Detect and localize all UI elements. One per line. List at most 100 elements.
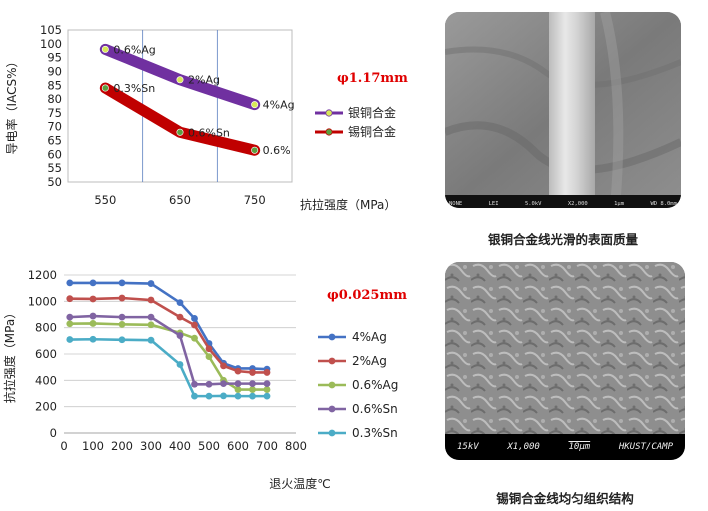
chart1-xtick-label: 650 xyxy=(169,193,191,207)
chart2-data-point xyxy=(147,321,155,329)
chart1-ytick-label: 55 xyxy=(47,161,62,175)
sem-caption-bottom: 锡铜合金线均匀组织结构 xyxy=(496,491,634,506)
chart2-data-point xyxy=(263,369,271,376)
chart2-legend-label: 4%Ag xyxy=(352,330,387,344)
chart2-xtick-label: 300 xyxy=(140,439,162,453)
chart2-data-point xyxy=(118,336,126,344)
chart2-data-point xyxy=(176,313,184,321)
chart2-xtick-label: 400 xyxy=(169,439,191,453)
chart2-data-point xyxy=(234,367,242,375)
chart2-legend-marker xyxy=(328,429,336,437)
chart2-data-point xyxy=(234,380,242,388)
chart1-legend-marker xyxy=(325,128,333,136)
chart2-data-point xyxy=(205,353,213,361)
chart1-data-point xyxy=(251,146,259,154)
chart2-xtick-label: 700 xyxy=(256,439,278,453)
chart2-data-point xyxy=(249,380,256,388)
chart2-data-point xyxy=(220,380,227,388)
sem-info-item: 1μm xyxy=(614,201,625,207)
chart2-xtick-label: 100 xyxy=(82,439,104,453)
chart2-data-point xyxy=(89,279,97,287)
chart2-ytick-label: 400 xyxy=(35,373,57,387)
chart2-data-point xyxy=(176,332,184,339)
chart2-annotation: φ0.025mm xyxy=(327,288,407,303)
chart1-ytick-label: 70 xyxy=(47,120,62,134)
chart2-data-point xyxy=(89,320,97,327)
chart2-series-line xyxy=(69,322,267,391)
chart2-xtick-label: 0 xyxy=(60,439,67,453)
sem-info-item: X2,000 xyxy=(567,201,588,207)
chart1-ytick-label: 90 xyxy=(47,64,62,78)
chart1-annotation: φ1.17mm xyxy=(337,71,408,86)
chart2-legend-label: 0.6%Sn xyxy=(352,402,398,416)
chart2-data-point xyxy=(191,392,198,400)
chart1-ytick-label: 100 xyxy=(40,37,62,51)
chart2-data-point xyxy=(249,369,256,376)
chart1-ytick-label: 75 xyxy=(47,106,62,120)
chart2-legend-marker xyxy=(328,333,336,341)
chart2-data-point xyxy=(176,361,184,368)
chart2-xlabel: 退火温度℃ xyxy=(269,476,330,491)
chart1-legend-label: 银铜合金 xyxy=(348,105,396,120)
chart1-data-point xyxy=(101,84,109,92)
chart1-data-point xyxy=(176,128,184,136)
chart2-ytick-label: 0 xyxy=(50,426,57,440)
chart2-data-point xyxy=(147,296,155,304)
chart2-legend-marker xyxy=(328,381,336,389)
chart1-ytick-label: 50 xyxy=(47,175,62,189)
chart2-data-point xyxy=(176,299,184,307)
chart2-legend-label: 0.6%Ag xyxy=(352,378,398,392)
chart2-data-point xyxy=(66,320,74,328)
chart2-data-point xyxy=(118,320,126,328)
chart1-data-point xyxy=(101,45,109,53)
strength-vs-annealing-chart: 0 200 400 600 800 1000 1200 0 100 200 300 400 500 60… xyxy=(2,268,407,491)
chart1-data-point xyxy=(251,101,259,109)
chart2-data-point xyxy=(263,386,271,393)
chart1-data-point xyxy=(176,76,184,84)
sem-info-item: X1,000 xyxy=(507,442,540,452)
chart1-point-label: 0.6%Ag xyxy=(113,43,155,56)
sem-caption-top: 银铜合金线光滑的表面质量 xyxy=(487,232,638,247)
sem-info-item: LEI xyxy=(488,201,499,207)
chart2-data-point xyxy=(220,392,227,400)
sem-image-bottom: 15kV X1,000 10μm HKUST/CAMP xyxy=(445,262,685,460)
chart2-data-point xyxy=(89,335,97,343)
chart2-legend-marker xyxy=(328,405,336,413)
chart2-data-point xyxy=(205,392,213,400)
chart2-data-point xyxy=(220,362,227,370)
chart1-ytick-label: 95 xyxy=(47,51,62,65)
chart2-data-point xyxy=(191,334,198,342)
chart2-data-point xyxy=(118,313,126,321)
chart1-point-label: 4%Ag xyxy=(263,99,295,112)
chart2-data-point xyxy=(205,345,213,353)
chart1-xtick-label: 550 xyxy=(94,193,116,207)
chart2-legend-label: 0.3%Sn xyxy=(352,426,398,440)
chart2-ytick-label: 600 xyxy=(35,347,57,361)
chart2-ytick-label: 1200 xyxy=(28,268,57,282)
chart1-legend-label: 锡铜合金 xyxy=(348,124,396,139)
chart2-legend-label: 2%Ag xyxy=(352,354,387,368)
chart2-data-point xyxy=(147,280,155,287)
chart1-ylabel: 导电率（IACS%） xyxy=(4,56,19,155)
chart2-data-point xyxy=(147,336,155,344)
sem-info-item: 10μm xyxy=(568,442,591,452)
chart2-data-point xyxy=(234,392,242,400)
chart2-data-point xyxy=(249,392,256,400)
chart2-data-point xyxy=(263,380,271,388)
chart2-ylabel: 抗拉强度（MPa） xyxy=(2,307,17,403)
chart2-data-point xyxy=(191,321,198,329)
chart2-xtick-label: 500 xyxy=(198,439,220,453)
sem-info-bar-top: NONE LEI 5.0kV X2,000 1μm WD 8.0mm xyxy=(449,201,677,207)
chart2-series-line xyxy=(69,296,267,374)
sem-info-item: HKUST/CAMP xyxy=(618,442,673,452)
chart2-xtick-label: 600 xyxy=(227,439,249,453)
sem-info-item: NONE xyxy=(449,201,463,207)
chart2-data-point xyxy=(66,279,74,287)
chart2-data-point xyxy=(118,279,126,287)
chart1-ytick-label: 65 xyxy=(47,134,62,148)
chart1-ytick-label: 80 xyxy=(47,92,62,106)
sem-info-item: 5.0kV xyxy=(524,201,542,207)
chart1-ytick-label: 85 xyxy=(47,78,62,92)
chart1-point-label: 0.6% xyxy=(263,144,291,157)
